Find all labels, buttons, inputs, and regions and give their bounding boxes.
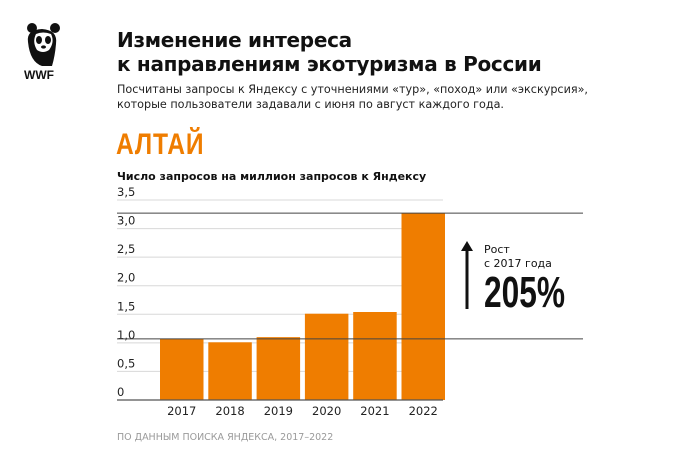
- source-note: ПО ДАННЫМ ПОИСКА ЯНДЕКСА, 2017–2022: [117, 432, 334, 443]
- bar-2020: [304, 313, 349, 400]
- y-tick-label: 1,5: [117, 299, 135, 313]
- growth-label: Рост: [484, 243, 510, 256]
- subtitle-line: которые пользователи задавали с июня по …: [117, 98, 504, 111]
- y-tick-label: 2,5: [117, 242, 135, 256]
- x-tick-label: 2022: [409, 404, 438, 418]
- y-tick-label: 3,0: [117, 214, 135, 228]
- title-line: к направлениям экотуризма в России: [117, 52, 542, 76]
- growth-value: 205%: [484, 268, 566, 317]
- wwf-logo-text: WWF: [24, 68, 54, 82]
- subtitle-line: Посчитаны запросы к Яндексу с уточнениям…: [117, 83, 588, 96]
- y-axis-label: Число запросов на миллион запросов к Янд…: [117, 170, 427, 183]
- y-tick-label: 0: [117, 385, 124, 399]
- bar-2021: [353, 312, 397, 400]
- y-tick-label: 0,5: [117, 356, 135, 370]
- subtitle: Посчитаны запросы к Яндексу с уточнениям…: [117, 82, 588, 112]
- title-line: Изменение интереса: [117, 28, 352, 52]
- bar-2017: [160, 338, 204, 400]
- growth-annotation: Рост с 2017 года: [484, 243, 552, 271]
- bar-2022: [401, 213, 445, 400]
- y-tick-label: 2,0: [117, 271, 135, 285]
- x-tick-label: 2021: [360, 404, 389, 418]
- x-tick-label: 2019: [264, 404, 293, 418]
- up-arrow-head-icon: [461, 241, 473, 251]
- x-tick-label: 2017: [167, 404, 196, 418]
- panda-logo-icon: [27, 23, 60, 66]
- x-tick-label: 2020: [312, 404, 341, 418]
- bar-2018: [208, 342, 252, 400]
- bar-2019: [256, 337, 301, 400]
- y-tick-label: 1,0: [117, 328, 135, 342]
- growth-period: с 2017 года: [484, 257, 552, 270]
- region-title: АЛТАЙ: [116, 128, 205, 161]
- page-title: Изменение интереса к направлениям экотур…: [117, 28, 542, 76]
- y-tick-label: 3,5: [117, 185, 135, 199]
- x-tick-label: 2018: [215, 404, 244, 418]
